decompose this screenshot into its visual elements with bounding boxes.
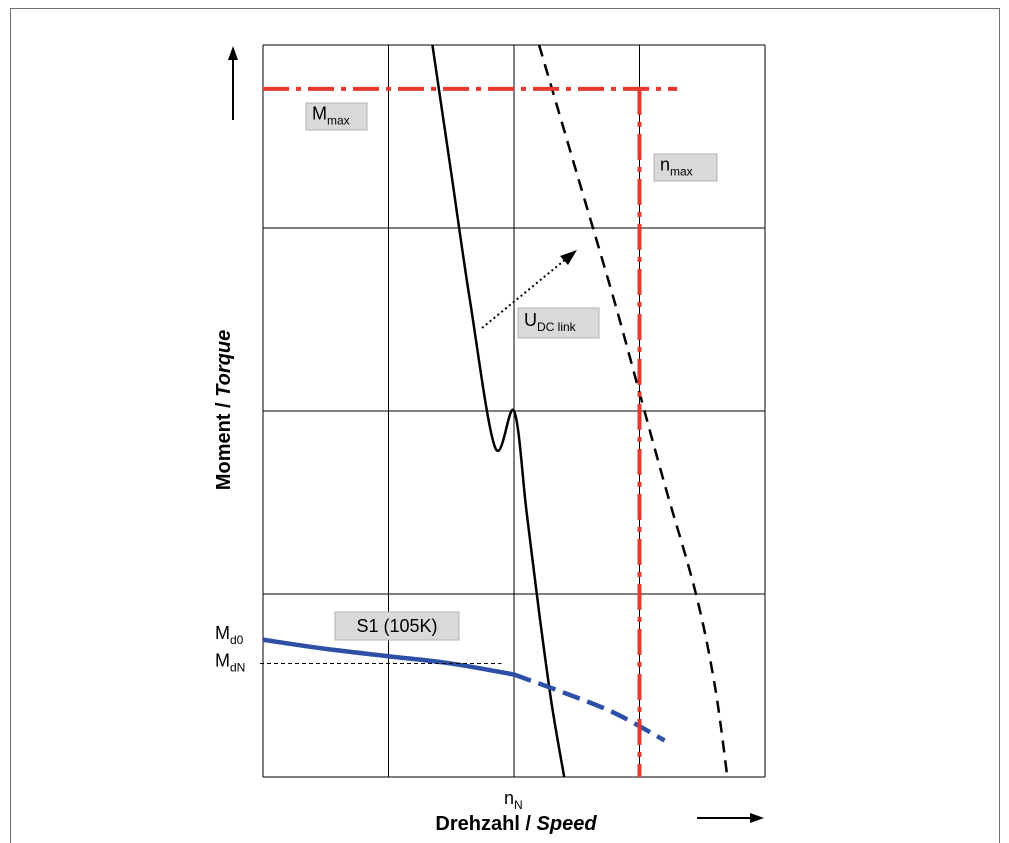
m-max-label-box — [305, 102, 368, 131]
m-max-label: Mmax — [305, 102, 368, 131]
s1-curve-dashed — [513, 672, 666, 743]
s1-label-box — [334, 611, 460, 641]
n-max-label-text: nmax — [660, 155, 693, 179]
y-axis-label: Moment / Torque — [213, 330, 235, 490]
s1-label-text: S1 (105K) — [356, 616, 437, 636]
x-tick-nn: nN — [504, 788, 523, 812]
x-axis-label: Drehzahl / Speed — [435, 813, 597, 835]
svg-text:Moment / Torque: Moment / Torque — [213, 330, 235, 490]
udc-label-box — [517, 307, 600, 339]
n-max-label-box — [653, 153, 718, 182]
curves — [260, 44, 729, 778]
udc-label-text: UDC link — [524, 310, 577, 334]
chart-frame — [10, 8, 1000, 843]
y-axis-arrow — [228, 46, 238, 120]
annotations: Md0 MdN nN Mmax nmax UDC link S1 (105K) — [215, 102, 718, 812]
s1-curve-solid — [262, 637, 515, 677]
voltage-limit-curve — [431, 44, 566, 778]
y-tick-md0: Md0 — [215, 623, 244, 647]
s1-label: S1 (105K) — [334, 611, 460, 641]
y-tick-mdn: MdN — [215, 651, 245, 675]
n-max-label: nmax — [653, 153, 718, 182]
udc-label: UDC link — [517, 307, 600, 339]
svg-text:Drehzahl / Speed: Drehzahl / Speed — [435, 813, 597, 835]
x-axis-arrow — [697, 813, 764, 823]
m-max-label-text: Mmax — [312, 104, 350, 128]
udc-increase-arrow — [481, 250, 577, 329]
voltage-limit-curve-higher-udc — [537, 44, 729, 778]
